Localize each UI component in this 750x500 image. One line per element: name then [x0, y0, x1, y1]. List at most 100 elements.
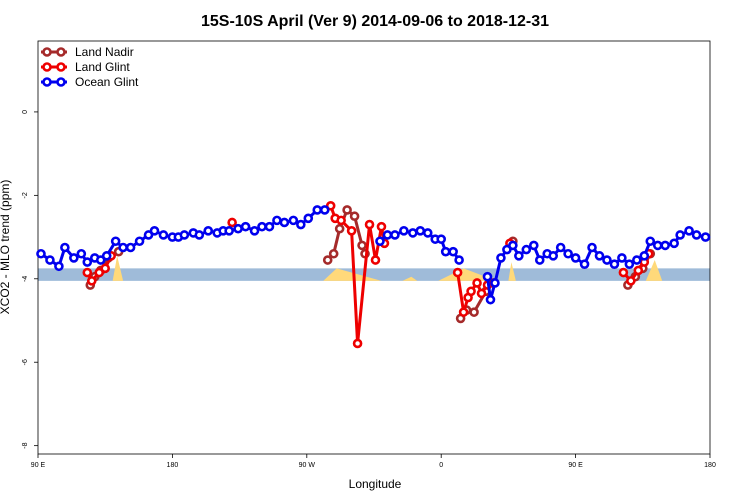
land-glint-point-12 [370, 255, 381, 265]
land-nadir-point-7 [334, 223, 345, 234]
ocean-glint-point-71 [624, 259, 635, 269]
ocean-glint-point-25 [224, 226, 234, 236]
ocean-glint-point-75 [652, 240, 663, 251]
ocean-glint-point-80 [691, 230, 702, 240]
ocean-glint-point-1 [45, 255, 55, 265]
ocean-glint-point-70 [617, 253, 627, 263]
ocean-glint-point-2 [54, 261, 64, 272]
ocean-glint-point-0 [36, 248, 46, 259]
ocean-glint-point-35 [303, 213, 314, 224]
ocean-glint-point-5 [76, 248, 87, 259]
ocean-glint-point-54 [502, 244, 512, 255]
ocean-glint-point-38 [375, 236, 385, 247]
ocean-glint-point-41 [399, 226, 409, 236]
ocean-glint-point-49 [454, 255, 464, 265]
y-tick-label-0: 0 [22, 110, 29, 114]
ocean-glint-point-61 [548, 251, 559, 261]
ocean-glint-point-52 [490, 278, 500, 288]
legend-marker-land-glint-a [42, 62, 52, 72]
land-peak-1 [323, 268, 382, 281]
series-ocean-glint [36, 205, 711, 305]
land-nadir-point-8 [342, 205, 352, 215]
ocean-glint-point-53 [496, 253, 506, 263]
land-peak-0 [112, 255, 124, 281]
ocean-glint-point-78 [675, 230, 685, 240]
land-band-layer [38, 255, 710, 281]
ocean-glint-point-79 [684, 226, 694, 236]
ocean-glint-point-66 [587, 242, 597, 253]
land-nadir-point-9 [349, 211, 360, 222]
ocean-glint-point-15 [149, 226, 160, 236]
land-glint-point-13 [376, 221, 387, 232]
ocean-glint-point-51 [485, 294, 496, 305]
series-land-glint [82, 200, 654, 349]
ocean-glint-point-55 [508, 240, 518, 251]
ocean-glint-point-74 [645, 236, 656, 247]
land-glint-point-6 [325, 200, 336, 211]
ocean-glint-point-46 [436, 234, 447, 244]
ocean-glint-point-69 [609, 259, 620, 269]
axis-layer: 90 E 180 90 W 0 90 E 180 0 -2 -4 -6 -8 [22, 110, 716, 469]
land-nadir-point-14 [469, 307, 479, 317]
land-nadir-point-6 [328, 248, 339, 259]
y-tick-label-4: -8 [22, 442, 29, 448]
land-peak-2 [402, 276, 418, 281]
ocean-glint-point-43 [415, 226, 426, 236]
ocean-glint-point-16 [158, 230, 169, 240]
land-glint-point-16 [458, 307, 469, 317]
ocean-glint-point-3 [60, 242, 70, 253]
y-tick-label-2: -4 [22, 276, 29, 282]
land-glint-point-20 [476, 288, 487, 299]
ocean-glint-point-64 [570, 253, 581, 263]
ocean-glint-point-29 [257, 221, 267, 232]
land-glint-point-3 [100, 263, 110, 274]
ocean-glint-point-65 [579, 259, 590, 269]
land-glint-point-19 [472, 278, 482, 288]
y-axis-label: XCO2 - MLO trend (ppm) [0, 180, 12, 315]
ocean-glint-point-48 [448, 246, 458, 257]
ocean-glint-point-30 [264, 221, 275, 232]
series-layer [36, 200, 711, 349]
ocean-glint-point-11 [118, 242, 128, 253]
ocean-glint-point-42 [408, 228, 418, 238]
land-glint-point-5 [227, 217, 237, 228]
land-glint-point-23 [618, 267, 629, 278]
land-glint-point-0 [82, 267, 93, 278]
ocean-glint-point-10 [110, 236, 121, 247]
legend-marker-land-nadir-b [56, 47, 66, 57]
x-tick-label-3: 0 [439, 462, 443, 469]
ocean-glint-point-44 [422, 228, 433, 238]
chart-title: 15S-10S April (Ver 9) 2014-09-06 to 2018… [201, 13, 549, 30]
legend-marker-land-nadir-a [42, 47, 52, 57]
land-band [38, 268, 710, 281]
ocean-glint-point-36 [312, 205, 323, 215]
land-peak-4 [508, 262, 516, 281]
land-glint-point-11 [364, 219, 375, 230]
ocean-glint-point-81 [700, 232, 711, 242]
legend-label-ocean-glint: Ocean Glint [75, 75, 139, 89]
ocean-glint-point-19 [179, 230, 190, 240]
legend-marker-ocean-glint-a [42, 77, 52, 87]
ocean-glint-point-22 [203, 226, 214, 236]
land-glint-point-24 [626, 276, 636, 286]
land-glint-point-15 [452, 267, 463, 278]
x-tick-label-1: 180 [167, 462, 179, 469]
ocean-glint-point-40 [390, 230, 400, 240]
ocean-glint-point-13 [134, 236, 145, 247]
land-peak-5 [645, 260, 663, 281]
ocean-glint-point-68 [602, 255, 612, 265]
ocean-glint-point-59 [534, 255, 545, 265]
land-peak-3 [438, 268, 497, 281]
ocean-glint-point-72 [632, 255, 642, 265]
ocean-glint-point-57 [521, 244, 532, 255]
land-glint-point-10 [352, 338, 363, 349]
legend-label-land-glint: Land Glint [75, 60, 130, 74]
land-glint-point-8 [336, 215, 346, 226]
ocean-glint-point-33 [288, 215, 299, 226]
x-tick-label-2: 90 W [299, 462, 316, 469]
ocean-glint-point-26 [233, 223, 243, 234]
ocean-glint-point-27 [240, 221, 251, 232]
ocean-glint-point-73 [639, 251, 650, 261]
